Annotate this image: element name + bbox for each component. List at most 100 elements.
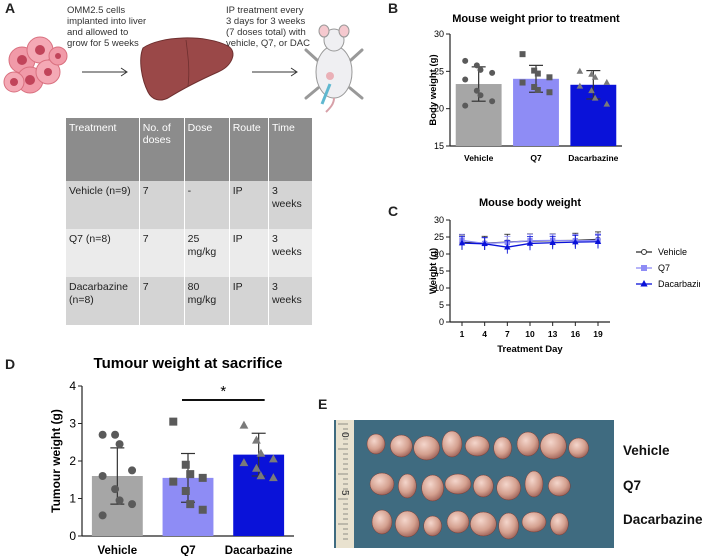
data-point [526,239,534,246]
y-tick-label: 25 [434,232,444,242]
data-point [252,463,261,472]
table-header-row: Treatment No. of doses Dose Route Time [66,118,312,181]
data-point [181,460,190,469]
x-tick-label: Dacarbazine [568,153,618,163]
legend-label-vehicle: Vehicle [658,247,687,257]
cell-cluster-icon [3,36,68,94]
table-header-route: Route [229,118,269,181]
data-point [115,496,124,505]
mouse-icon [304,24,364,113]
y-tick-label: 20 [434,104,444,114]
data-point [128,466,137,475]
data-point [239,458,249,467]
y-tick-label: 0 [439,317,444,327]
x-tick-label: Q7 [530,153,542,163]
tumour-sample [395,510,420,538]
tumour-sample [371,509,393,535]
y-tick-label: 5 [439,300,444,310]
data-point [169,477,178,486]
data-point [591,73,599,80]
panel-label-e: E [318,396,328,412]
table-row: Vehicle (n=9) 7 - IP 3 weeks [66,181,312,229]
data-point [181,487,190,495]
x-tick-label: 13 [548,329,558,339]
table-cell: IP [229,229,269,277]
y-tick-label: 1 [69,492,76,506]
data-point [111,485,120,494]
y-tick-label: 30 [434,215,444,225]
data-point [98,430,107,439]
table-cell: 7 [139,181,185,229]
x-tick-label: Vehicle [464,153,494,163]
ruler-mark-0: 0 [339,432,350,438]
data-point [481,240,488,247]
data-point [572,238,579,245]
chart-d-tumour-weight: Tumour weight at sacrifice Tumour weight … [49,355,294,556]
data-point [534,87,541,93]
legend-marker [640,279,648,287]
data-point [576,82,584,89]
tumour-sample [516,431,540,457]
y-tick-label: 2 [69,454,76,468]
chart-title: Mouse body weight [479,197,581,209]
y-axis-label: Weight (g) [428,248,439,294]
data-point [473,87,480,94]
data-point [98,472,107,480]
data-point [477,92,484,99]
table-cell: Vehicle (n=9) [66,181,140,229]
x-tick-label: Vehicle [98,545,138,556]
x-tick-label: 7 [505,329,510,339]
tumour-photo: 0 5 [334,420,614,548]
table-cell: 80 mg/kg [184,277,230,325]
data-point [198,473,207,482]
x-tick-label: 10 [525,329,535,339]
tumour-sample [496,475,521,501]
table-cell: Q7 (n=8) [66,229,140,277]
arrow-right-icon [252,67,298,77]
y-tick-label: 30 [434,29,444,39]
table-cell: 7 [139,229,185,277]
x-tick-label: Dacarbazine [225,545,293,556]
data-point [268,473,278,482]
data-point [462,57,469,64]
tumour-sample [446,510,470,534]
data-point [594,238,602,244]
tumour-sample [521,511,547,533]
panel-label-b: B [388,0,399,16]
data-point [252,435,261,444]
data-point [198,505,207,514]
liver-icon [140,37,234,101]
legend-label-q7: Q7 [658,263,670,273]
data-point [546,74,553,81]
tumour-sample [413,435,440,461]
x-axis-label: Treatment Day [497,344,563,355]
table-header-treatment: Treatment [66,118,140,181]
tumour-sample [421,474,444,502]
data-point [115,440,124,449]
legend-label-dacarbazine: Dacarbazine [658,279,700,289]
data-point [603,78,611,85]
data-point [462,76,469,83]
data-point [111,430,120,439]
y-tick-label: 15 [434,141,444,151]
table-cell: IP [229,277,269,325]
data-point [534,70,541,77]
data-point [256,471,266,480]
tumour-sample [473,474,494,498]
data-point [546,89,553,96]
chart-title: Tumour weight at sacrifice [94,355,283,372]
x-tick-label: 19 [593,329,603,339]
tumour-sample [444,473,472,495]
y-tick-label: 10 [434,283,444,293]
panel-label-c: C [388,203,399,219]
data-point [186,470,195,479]
arrow-right-icon [82,67,128,77]
data-point [519,51,526,58]
tumour-sample [369,472,395,496]
x-tick-label: 16 [571,329,581,339]
data-point [473,62,480,69]
data-point [256,448,266,457]
data-point [489,98,496,105]
data-point [268,454,278,463]
tumour-sample [498,512,519,540]
